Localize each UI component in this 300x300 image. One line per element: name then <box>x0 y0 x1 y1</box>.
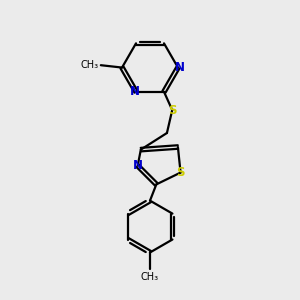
Text: CH₃: CH₃ <box>141 272 159 282</box>
Text: N: N <box>130 85 140 98</box>
Text: N: N <box>174 61 184 74</box>
Text: CH₃: CH₃ <box>80 60 98 70</box>
Text: N: N <box>133 159 143 172</box>
Text: S: S <box>176 166 185 179</box>
Text: S: S <box>168 103 176 116</box>
